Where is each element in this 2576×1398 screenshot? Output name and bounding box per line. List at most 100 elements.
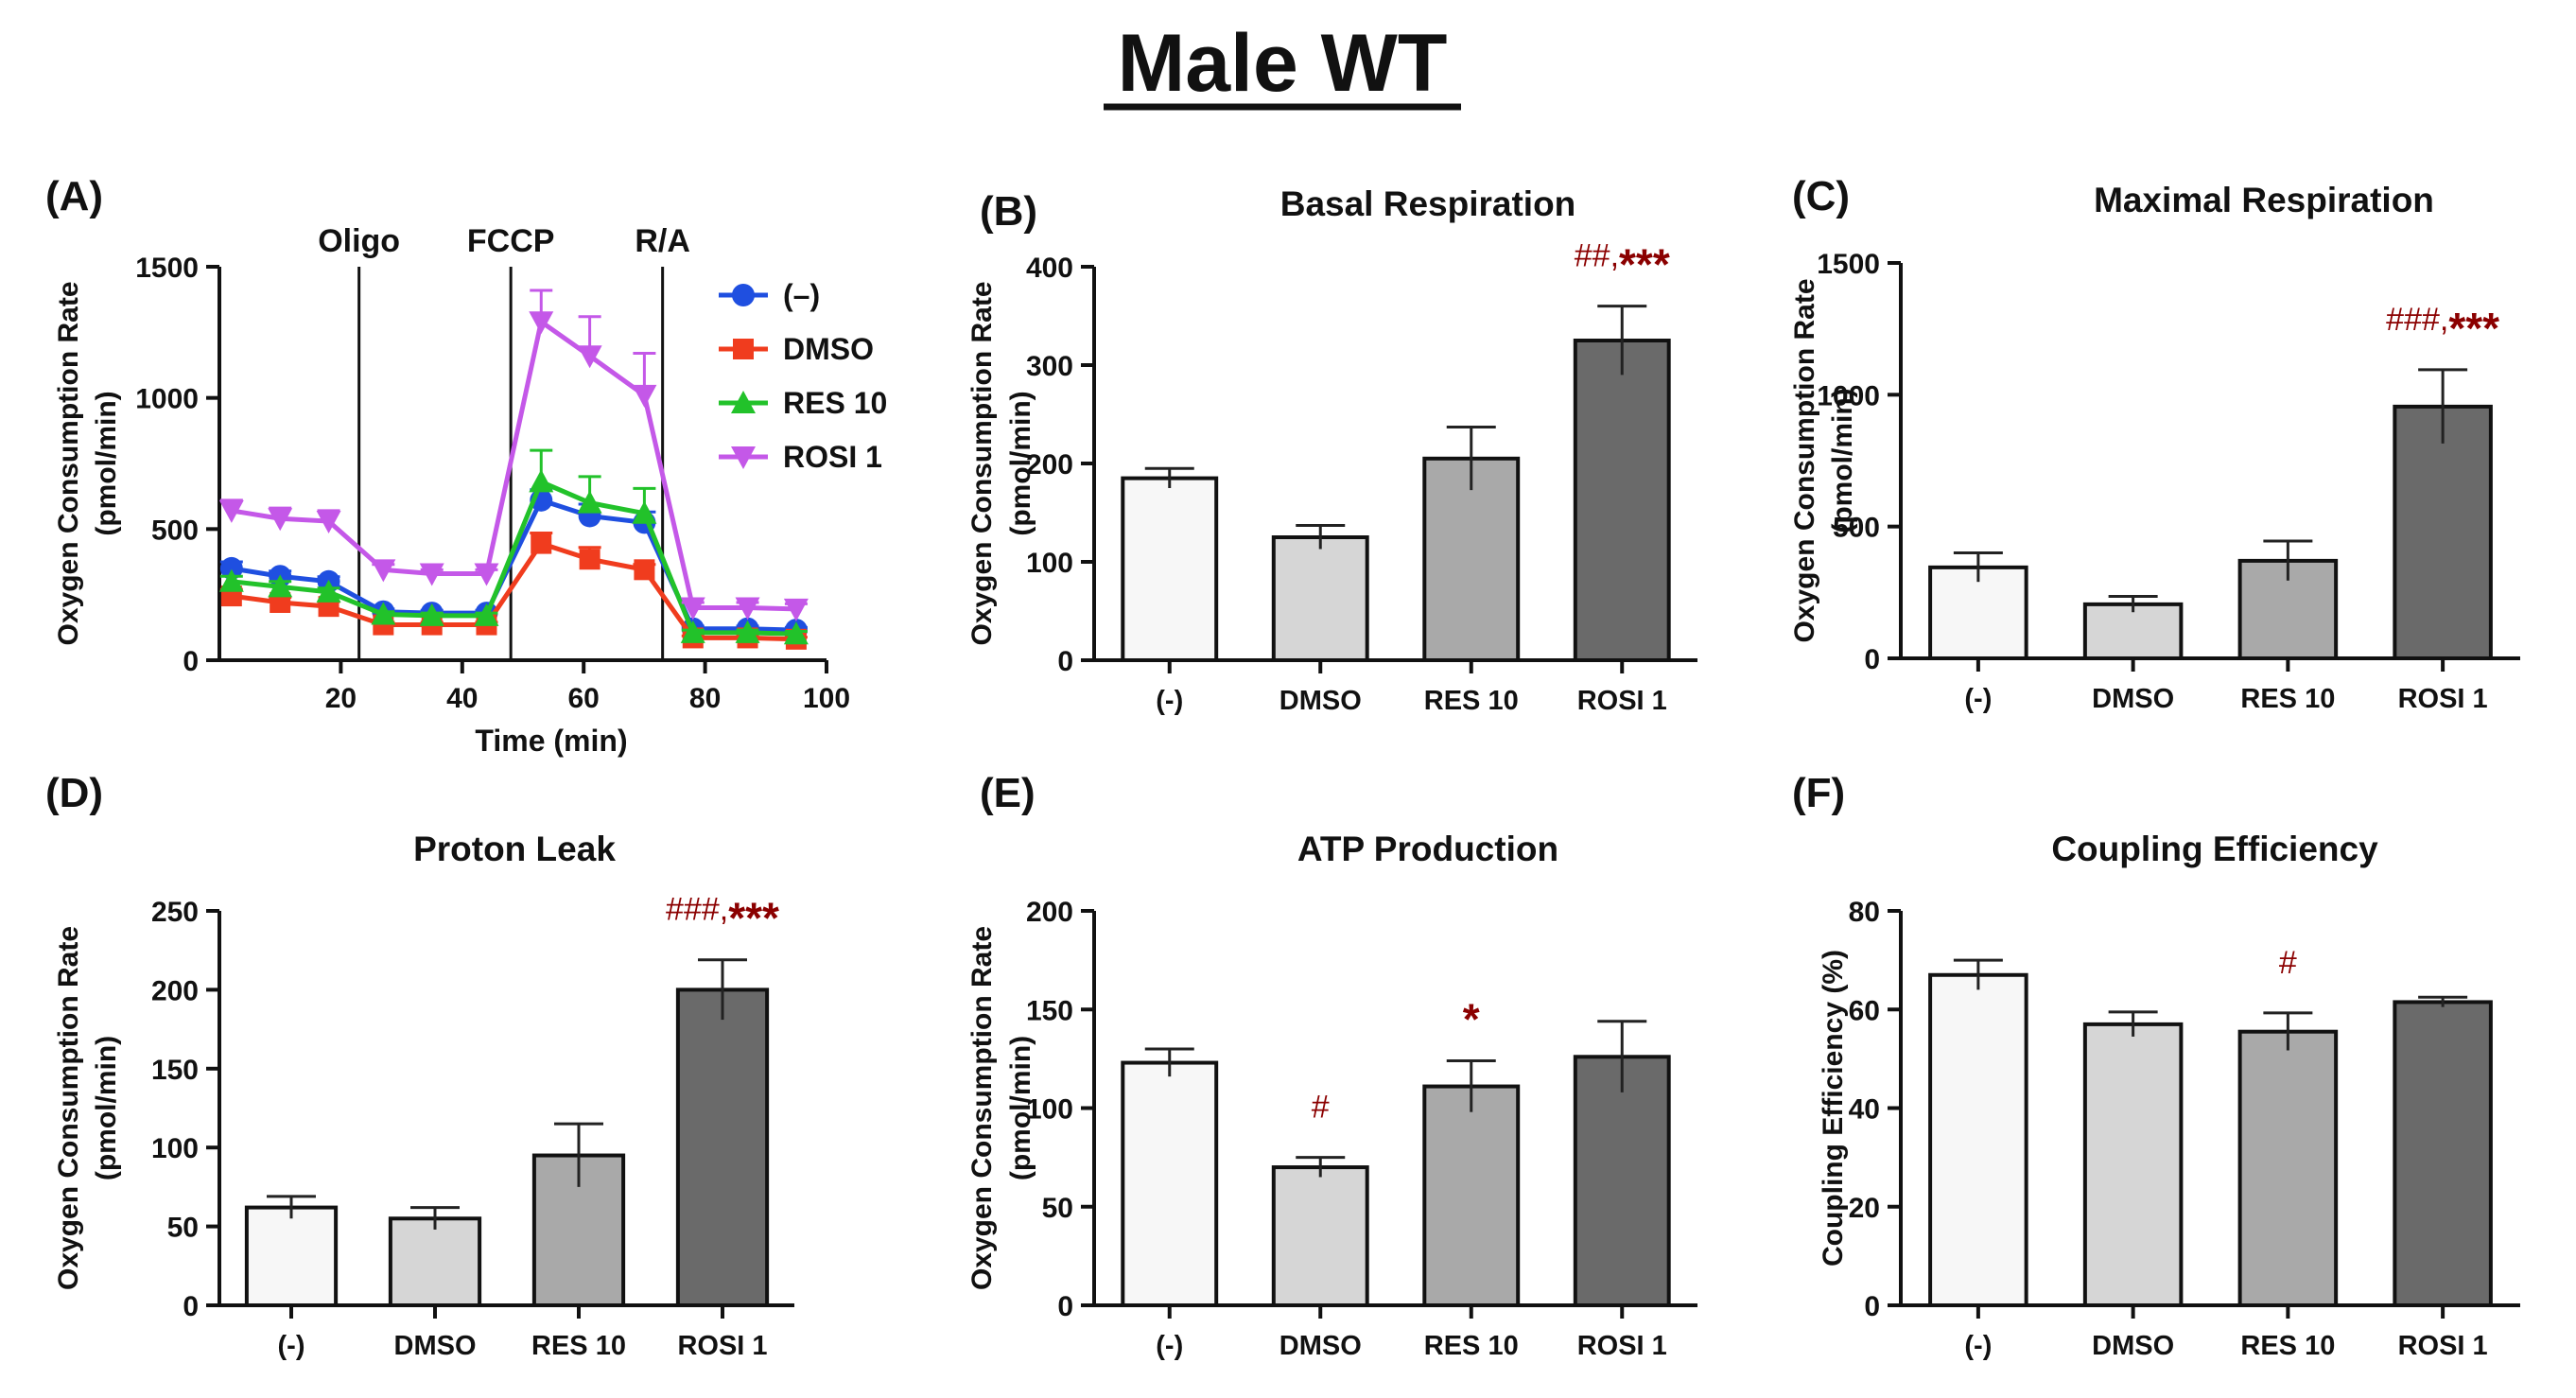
x-tick-label: 100 bbox=[803, 683, 850, 714]
y-tick-label: 250 bbox=[151, 897, 199, 928]
y-tick-label: 400 bbox=[1026, 253, 1073, 284]
category-label: ROSI 1 bbox=[2398, 684, 2488, 714]
data-point bbox=[419, 563, 444, 586]
legend-label: RES 10 bbox=[783, 386, 887, 420]
category-label: RES 10 bbox=[531, 1331, 626, 1361]
category-label: RES 10 bbox=[1424, 686, 1519, 716]
panel-label: (C) bbox=[1792, 173, 1850, 219]
y-tick-label: 40 bbox=[1849, 1094, 1880, 1126]
bar bbox=[1121, 476, 1219, 662]
data-point bbox=[632, 384, 657, 408]
y-tick-label: 0 bbox=[1864, 1291, 1880, 1322]
bar bbox=[1573, 339, 1671, 662]
significance-annotation: ##,*** bbox=[1575, 238, 1670, 289]
legend-label: (–) bbox=[783, 278, 820, 312]
series-2 bbox=[218, 448, 809, 645]
series-line bbox=[231, 479, 796, 637]
y-tick-label: 0 bbox=[183, 646, 199, 677]
y-tick-label: 60 bbox=[1849, 995, 1880, 1026]
significance-hash: ##, bbox=[1575, 238, 1619, 274]
y-tick-label: 150 bbox=[1026, 995, 1073, 1026]
y-axis-label: Oxygen Consumption Rate bbox=[1789, 278, 1820, 642]
panel-label: (B) bbox=[980, 188, 1037, 235]
category-label: (-) bbox=[1156, 1331, 1183, 1361]
panel-label: (A) bbox=[45, 173, 103, 219]
category-label: ROSI 1 bbox=[1577, 1331, 1667, 1361]
data-point bbox=[474, 563, 499, 586]
series-3 bbox=[218, 288, 809, 621]
series-0 bbox=[219, 488, 808, 642]
y-tick-label: 150 bbox=[151, 1055, 199, 1086]
y-tick-label: 1000 bbox=[1817, 380, 1880, 411]
significance-hash: ###, bbox=[666, 892, 728, 928]
data-point bbox=[268, 508, 293, 532]
y-axis-label: Oxygen Consumption Rate bbox=[53, 926, 84, 1290]
panel-c: (C) Maximal Respiration Oxygen Consumption… bbox=[1789, 173, 2520, 714]
data-point bbox=[219, 556, 243, 580]
data-point bbox=[316, 511, 341, 534]
data-point bbox=[270, 591, 291, 613]
panel-d: (D) Proton Leak Oxygen Consumption Rate (pm… bbox=[45, 770, 794, 1361]
data-point bbox=[579, 549, 600, 570]
y-axis-unit-label: (pmol/min) bbox=[1827, 388, 1858, 533]
data-point bbox=[634, 559, 655, 581]
y-tick-label: 0 bbox=[1057, 646, 1073, 677]
y-axis-unit-label: (pmol/min) bbox=[1005, 1036, 1036, 1180]
significance-hash: # bbox=[1312, 1090, 1330, 1126]
y-tick-label: 300 bbox=[1026, 351, 1073, 382]
category-label: DMSO bbox=[1279, 1331, 1362, 1361]
y-tick-label: 200 bbox=[1026, 897, 1073, 928]
bar bbox=[1422, 456, 1521, 662]
panel-label: (D) bbox=[45, 770, 103, 816]
significance-stars: *** bbox=[1619, 240, 1670, 289]
significance-hash: ###, bbox=[2386, 302, 2448, 338]
significance-annotation: # bbox=[1312, 1090, 1330, 1126]
y-tick-label: 1000 bbox=[135, 384, 199, 415]
category-label: DMSO bbox=[394, 1331, 477, 1361]
panel-label: (F) bbox=[1792, 770, 1845, 816]
y-tick-label: 20 bbox=[1849, 1193, 1880, 1224]
panel-title: ATP Production bbox=[1297, 830, 1558, 868]
data-point bbox=[371, 602, 396, 625]
y-tick-label: 1500 bbox=[135, 253, 199, 284]
panel-e: (E) ATP Production Oxygen Consumption Rate… bbox=[966, 770, 1697, 1361]
bar bbox=[2237, 1029, 2339, 1308]
y-tick-label: 500 bbox=[1833, 513, 1880, 544]
data-point bbox=[218, 568, 244, 592]
x-tick-label: 40 bbox=[446, 683, 478, 714]
event-label: Oligo bbox=[318, 223, 400, 259]
bar bbox=[388, 1216, 482, 1308]
bar bbox=[2082, 602, 2184, 661]
panel-title: Basal Respiration bbox=[1280, 184, 1576, 223]
y-tick-label: 50 bbox=[1042, 1193, 1073, 1224]
category-label: DMSO bbox=[2092, 684, 2174, 714]
series-line bbox=[231, 318, 796, 612]
y-axis-unit-label: (pmol/min) bbox=[1005, 391, 1036, 535]
panel-a: (A) Oxygen Consumption Rate (pmol/min) 0 500… bbox=[45, 173, 887, 758]
data-point bbox=[474, 603, 499, 626]
x-tick-label: 60 bbox=[568, 683, 600, 714]
panels: (A)Oxygen Consumption Rate (pmol/min)0500… bbox=[45, 173, 2520, 1361]
category-label: RES 10 bbox=[2240, 1331, 2335, 1361]
significance-stars: *** bbox=[2448, 304, 2499, 353]
y-tick-label: 200 bbox=[1026, 449, 1073, 481]
bar bbox=[1121, 1060, 1219, 1308]
category-label: (-) bbox=[1156, 686, 1183, 716]
y-tick-label: 100 bbox=[1026, 1094, 1073, 1126]
y-tick-label: 100 bbox=[1026, 548, 1073, 579]
bar bbox=[1422, 1084, 1521, 1307]
category-label: ROSI 1 bbox=[1577, 686, 1667, 716]
data-point bbox=[316, 579, 341, 603]
bar bbox=[1573, 1055, 1671, 1308]
y-axis-label: Oxygen Consumption Rate bbox=[966, 926, 998, 1290]
data-point bbox=[268, 574, 293, 598]
data-point bbox=[783, 621, 809, 645]
data-point bbox=[733, 339, 754, 359]
data-point bbox=[632, 500, 657, 524]
y-tick-label: 100 bbox=[151, 1133, 199, 1164]
category-label: RES 10 bbox=[1424, 1331, 1519, 1361]
data-point bbox=[529, 469, 554, 493]
data-point bbox=[419, 603, 444, 626]
data-point bbox=[731, 391, 756, 413]
